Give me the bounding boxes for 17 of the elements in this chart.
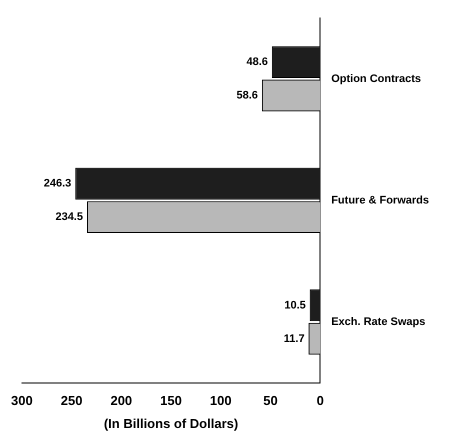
x-tick-label: 250 <box>60 393 82 408</box>
x-tick-label: 300 <box>10 393 33 408</box>
data-label: 48.6 <box>246 56 268 68</box>
data-label: 58.6 <box>236 90 258 102</box>
data-label: 234.5 <box>55 211 83 224</box>
y-tick-label: Future & Forwards <box>331 194 430 206</box>
y-tick-label: Option Contracts <box>331 72 422 85</box>
x-tick-label: 50 <box>263 393 278 408</box>
x-tick-label: 200 <box>110 393 132 408</box>
x-axis-title: (In Billions of Dollars) <box>104 416 238 431</box>
x-tick-label: 100 <box>210 393 232 408</box>
y-tick-label: Exch. Rate Swaps <box>331 316 426 328</box>
data-label: 11.7 <box>284 332 305 345</box>
data-label: 10.5 <box>284 299 306 312</box>
x-tick-label: 150 <box>160 393 182 408</box>
data-label: 246.3 <box>44 178 72 190</box>
x-tick-label: 0 <box>316 393 324 408</box>
